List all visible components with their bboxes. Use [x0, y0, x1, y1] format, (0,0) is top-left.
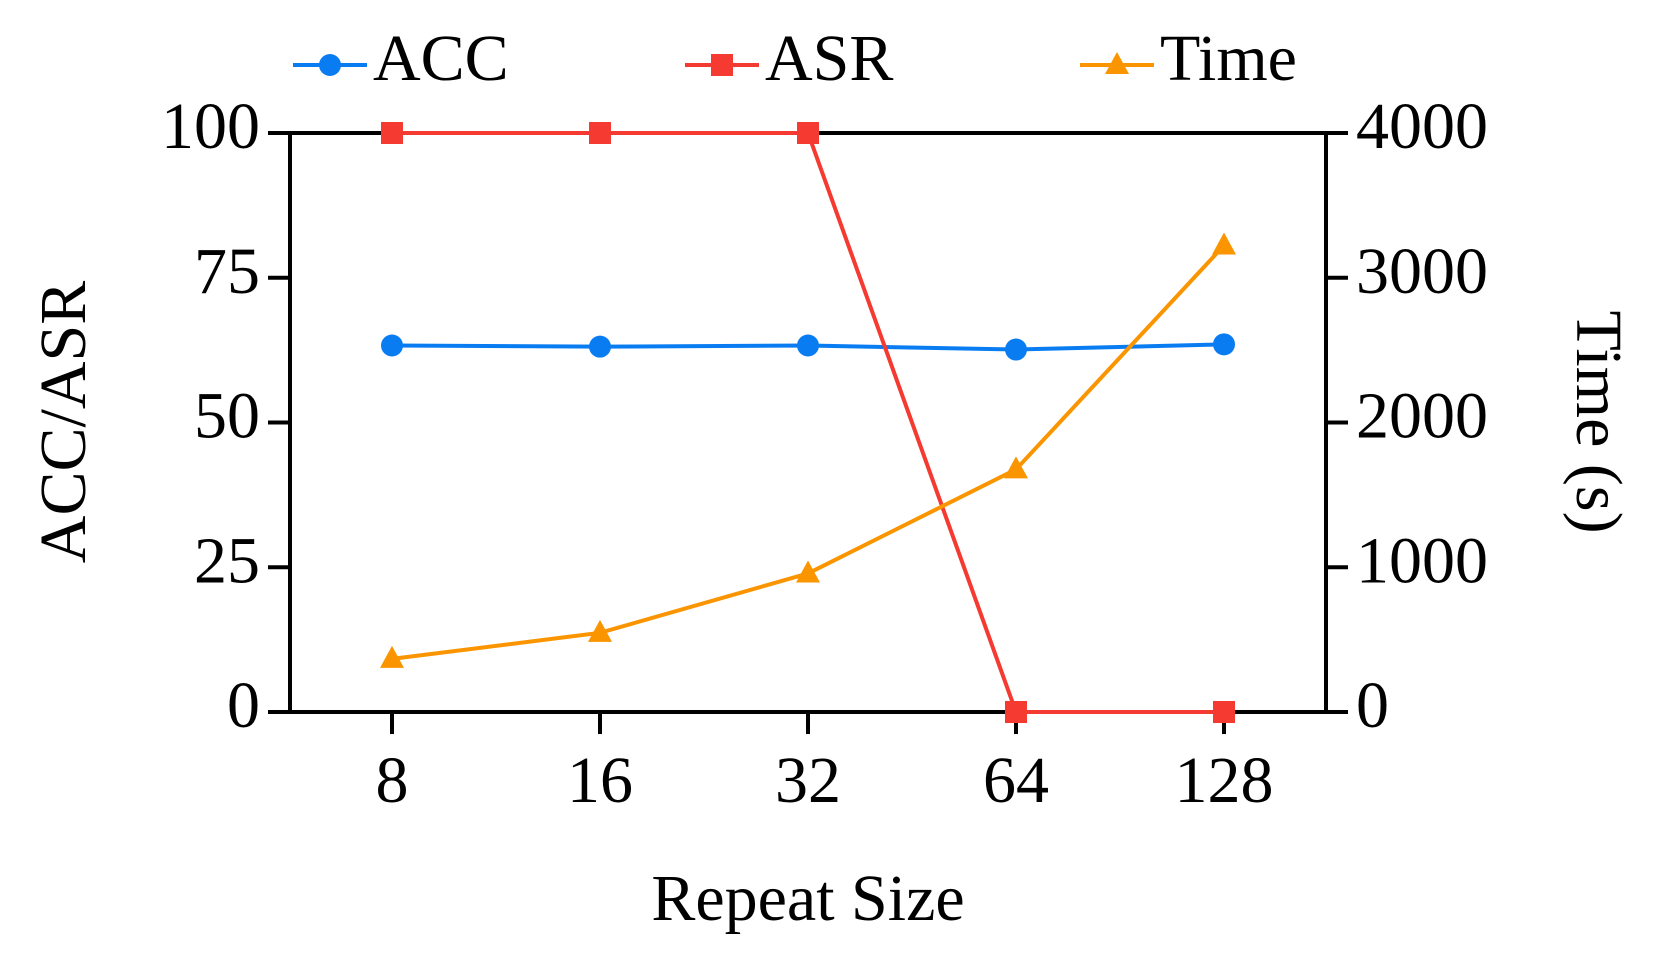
data-point — [1212, 232, 1236, 255]
series-line — [391, 244, 1226, 661]
x-tick-label: 128 — [1175, 744, 1274, 817]
data-point — [797, 334, 819, 357]
legend-marker — [711, 54, 733, 76]
data-point — [797, 122, 819, 144]
data-point — [588, 619, 612, 642]
y-tick-label: 0 — [227, 669, 260, 742]
x-axis-label: Repeat Size — [651, 862, 964, 935]
data-point — [1004, 456, 1028, 479]
legend-label: ACC — [373, 22, 509, 95]
y2-axis-label: Time (s) — [1562, 310, 1635, 533]
data-point — [1213, 333, 1235, 356]
legend-label: Time — [1160, 22, 1297, 95]
x-tick-label: 64 — [983, 744, 1049, 817]
y-tick-label: 50 — [194, 380, 260, 453]
y2-tick-label: 1000 — [1356, 524, 1488, 597]
y2-tick-label: 2000 — [1356, 380, 1488, 453]
data-point — [589, 335, 611, 358]
y-tick-label: 75 — [194, 235, 260, 308]
series-line — [392, 131, 1224, 714]
data-point — [380, 645, 404, 668]
y-axis-label: ACC/ASR — [27, 281, 100, 563]
y-tick-label: 25 — [194, 524, 260, 597]
legend-marker — [1105, 52, 1129, 74]
data-point — [589, 122, 611, 144]
data-point — [796, 560, 820, 583]
y-tick-label: 100 — [161, 90, 260, 163]
y2-tick-label: 3000 — [1356, 235, 1488, 308]
x-tick-label: 16 — [567, 744, 633, 817]
data-point — [1213, 701, 1235, 723]
x-tick-label: 8 — [376, 744, 409, 817]
data-point — [1005, 701, 1027, 723]
x-tick-label: 32 — [775, 744, 841, 817]
data-point — [381, 334, 403, 357]
data-point — [1005, 338, 1027, 361]
y2-tick-label: 0 — [1356, 669, 1389, 742]
legend-marker — [319, 54, 341, 76]
data-point — [381, 122, 403, 144]
legend-label: ASR — [765, 22, 893, 95]
y2-tick-label: 4000 — [1356, 90, 1488, 163]
